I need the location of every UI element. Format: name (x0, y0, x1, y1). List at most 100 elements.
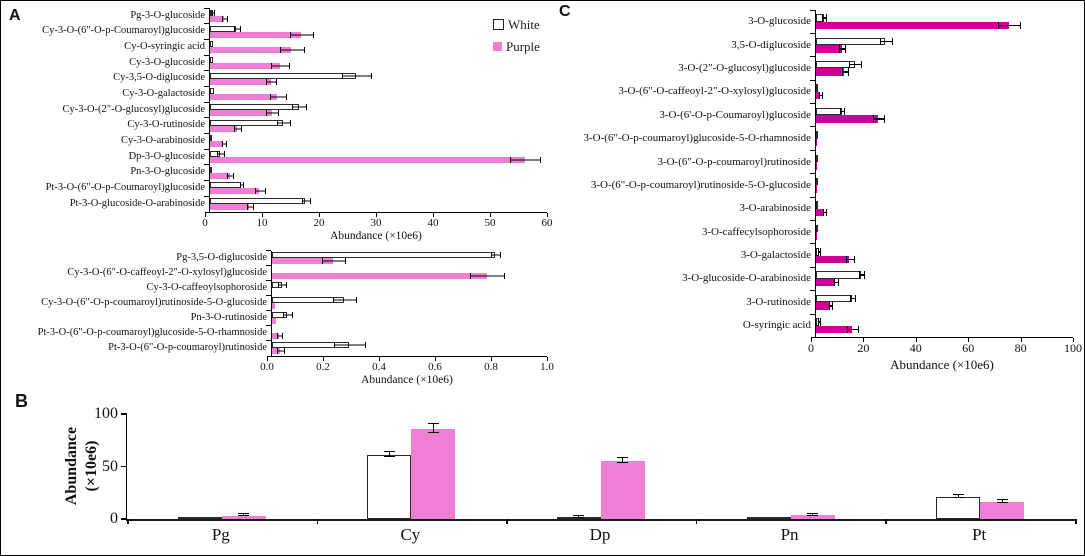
y-axis-tick (121, 413, 127, 415)
x-axis-tick (205, 212, 206, 217)
x-axis-tick-label: 60 (962, 341, 975, 356)
category-label: Pt (972, 525, 987, 544)
white-bar (210, 135, 212, 142)
category-label: Pt-3-O-(6"-O-p-coumaroyl)glucoside-5-O-r… (37, 327, 267, 339)
chart-row: Pt-3-O-(6"-O-p-coumaroyl)rutinoside (7, 340, 547, 356)
purple-bar (210, 157, 525, 164)
purple-bar (816, 325, 852, 334)
error-bar (818, 318, 822, 326)
bar-track (210, 151, 547, 158)
bar-track (816, 302, 1073, 310)
category-bars (204, 23, 547, 40)
purple-bar (272, 258, 333, 265)
y-axis-tick-label: 50 (102, 457, 118, 475)
chart-row: 3-O-(6"-O-p-coumaroyl)rutinoside-5-O-glu… (555, 173, 1073, 198)
y-axis-tick-label: 100 (94, 405, 118, 422)
error-bar (341, 72, 373, 79)
white-bar (936, 496, 981, 519)
chart-row: Cy-3-O-galactoside (7, 85, 547, 103)
white-bar (210, 88, 215, 95)
purple-bar (210, 125, 237, 132)
error-bar (266, 109, 280, 116)
white-bar (210, 56, 214, 63)
chart-row: 3-O-arabinoside (555, 196, 1073, 221)
error-bar (573, 515, 585, 518)
purple-bar (210, 31, 301, 38)
error-bar (996, 499, 1008, 504)
bar-group (317, 414, 507, 519)
bar-track (210, 47, 547, 54)
purple-bar (272, 333, 279, 340)
chart-row: O-syringic acid (555, 313, 1073, 338)
bar-track (272, 288, 547, 294)
chart-row: Dp-3-O-glucoside (7, 148, 547, 165)
error-bar (332, 297, 357, 304)
chart-row: Cy-O-syringic acid (7, 38, 547, 56)
category-label: Cy-3-O-(2"-O-glucosyl)glucoside (62, 103, 205, 115)
bar-track (272, 282, 547, 289)
panel-c-letter: C (559, 3, 571, 20)
bar-track (210, 125, 547, 132)
bar-track (816, 248, 1073, 256)
purple-bar (210, 172, 230, 179)
error-bar (280, 47, 305, 54)
x-axis-tick (323, 356, 324, 361)
chart-a-bottom-rows: Pg-3,5-O-diglucoside Cy-3-O-(6"-O-caffeoy… (7, 250, 547, 356)
category-bars (266, 250, 547, 266)
bar-track (210, 103, 547, 110)
category-bars (810, 266, 1073, 291)
chart-row: Pt-3-O-(6"-O-p-coumaroyl)glucoside-5-O-r… (7, 325, 547, 341)
bar-track (210, 88, 547, 95)
bar-track (816, 115, 1073, 123)
chart-a-bottom: Pg-3,5-O-diglucoside Cy-3-O-(6"-O-caffeoy… (7, 250, 554, 386)
purple-bar (272, 303, 275, 310)
error-bar (227, 172, 234, 179)
error-bar (510, 157, 541, 164)
white-bar (210, 41, 214, 48)
bar-track (816, 60, 1073, 69)
error-bar (292, 103, 308, 110)
error-bar (234, 25, 241, 32)
bar-track (272, 342, 547, 349)
error-bar (302, 198, 311, 205)
chart-b-category-labels: Pg Cy Dp Pn Pt (126, 525, 1074, 545)
error-bar (283, 312, 294, 319)
error-bar (841, 68, 849, 76)
legend-item-white: White (493, 18, 540, 31)
category-label: 3-O-(6"-O-p-coumaroyl)rutinoside-5-O-glu… (590, 178, 811, 191)
chart-row: Cy-3-O-rutinoside (7, 117, 547, 134)
bar-track (746, 414, 791, 519)
bar-track (221, 414, 266, 519)
error-bar (470, 273, 505, 280)
bar-track (210, 157, 547, 164)
y-axis-tick (121, 465, 127, 468)
chart-row: Cy-3-O-glucoside (7, 54, 547, 71)
category-label: O-syringic acid (742, 319, 811, 332)
category-bars (204, 180, 547, 197)
chart-row: 3-O-galactoside (555, 243, 1073, 268)
category-bars (204, 54, 547, 71)
chart-a-top-x-axis-title: Abundance (×10e6) (330, 229, 422, 242)
category-label: Dp-3-O-glucoside (128, 150, 205, 162)
category-label: Pt-3-O-(6"-O-p-coumaroyl)rutinoside (108, 342, 267, 354)
error-bar (849, 60, 862, 69)
x-axis-tick (506, 519, 508, 524)
category-label: 3-O-glucoside-O-arabinoside (682, 272, 811, 285)
purple-bar (210, 15, 225, 22)
error-bar (238, 513, 250, 517)
bar-track (210, 109, 547, 116)
bar-track (272, 318, 547, 325)
bar-track (210, 141, 547, 148)
bar-track (816, 131, 1073, 139)
category-label: Pg-3-O-glucoside (130, 9, 205, 21)
chart-a-top-rows: Pg-3-O-glucoside Cy-3-O-(6"-O-p-Coumaroyl… (7, 7, 547, 212)
purple-bar (816, 21, 1009, 30)
x-axis-tick (968, 338, 970, 343)
chart-row: Pt-3-O-glucoside-O-arabinoside (7, 195, 547, 212)
white-bar (210, 166, 212, 173)
bar-track (272, 252, 547, 259)
x-axis-tick (490, 212, 491, 217)
error-bar (289, 31, 315, 38)
chart-row: 3-O-glucoside (555, 9, 1073, 34)
chart-row: Pn-3-O-glucoside (7, 164, 547, 181)
